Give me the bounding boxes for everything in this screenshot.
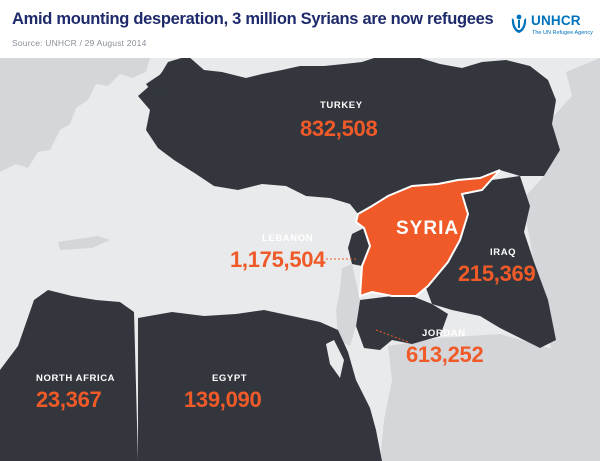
logo-name: UNHCR (531, 13, 581, 28)
country-north-africa (0, 290, 138, 461)
label-lebanon-count: 1,175,504 (230, 247, 326, 272)
label-jordan-count: 613,252 (406, 342, 484, 367)
country-iraq (426, 176, 556, 348)
country-egypt (138, 310, 382, 461)
label-lebanon-name: LEBANON (262, 233, 314, 244)
label-jordan-name: JORDAN (422, 328, 466, 339)
country-lebanon (348, 228, 370, 266)
country-turkey (138, 54, 560, 214)
label-syria: SYRIA (396, 218, 460, 239)
unhcr-hands-icon (511, 14, 527, 33)
source-note: Source: UNHCR / 29 August 2014 (12, 38, 147, 48)
label-turkey-name: TURKEY (320, 100, 363, 111)
label-iraq-name: IRAQ (490, 247, 517, 258)
country-jordan (356, 296, 448, 350)
label-iraq-count: 215,369 (458, 261, 536, 286)
country-syria (354, 169, 501, 298)
country-turkey-thrace (146, 72, 176, 92)
page-title: Amid mounting desperation, 3 million Syr… (12, 10, 494, 28)
unhcr-logo: UNHCR The UN Refugee Agency (511, 12, 593, 40)
label-north-africa-count: 23,367 (36, 387, 102, 412)
label-egypt-name: EGYPT (212, 373, 248, 384)
land-arabia (380, 334, 560, 461)
header-bar: Amid mounting desperation, 3 million Syr… (0, 0, 600, 58)
land-east (522, 58, 600, 461)
land-balkans (0, 58, 150, 172)
land-israel (336, 264, 360, 346)
label-turkey-count: 832,508 (300, 116, 378, 141)
logo-tagline: The UN Refugee Agency (532, 30, 593, 36)
label-north-africa-name: NORTH AFRICA (36, 373, 116, 384)
leader-jordan (375, 329, 409, 343)
label-egypt-count: 139,090 (184, 387, 262, 412)
gulf (326, 340, 344, 378)
land-island (58, 236, 110, 250)
